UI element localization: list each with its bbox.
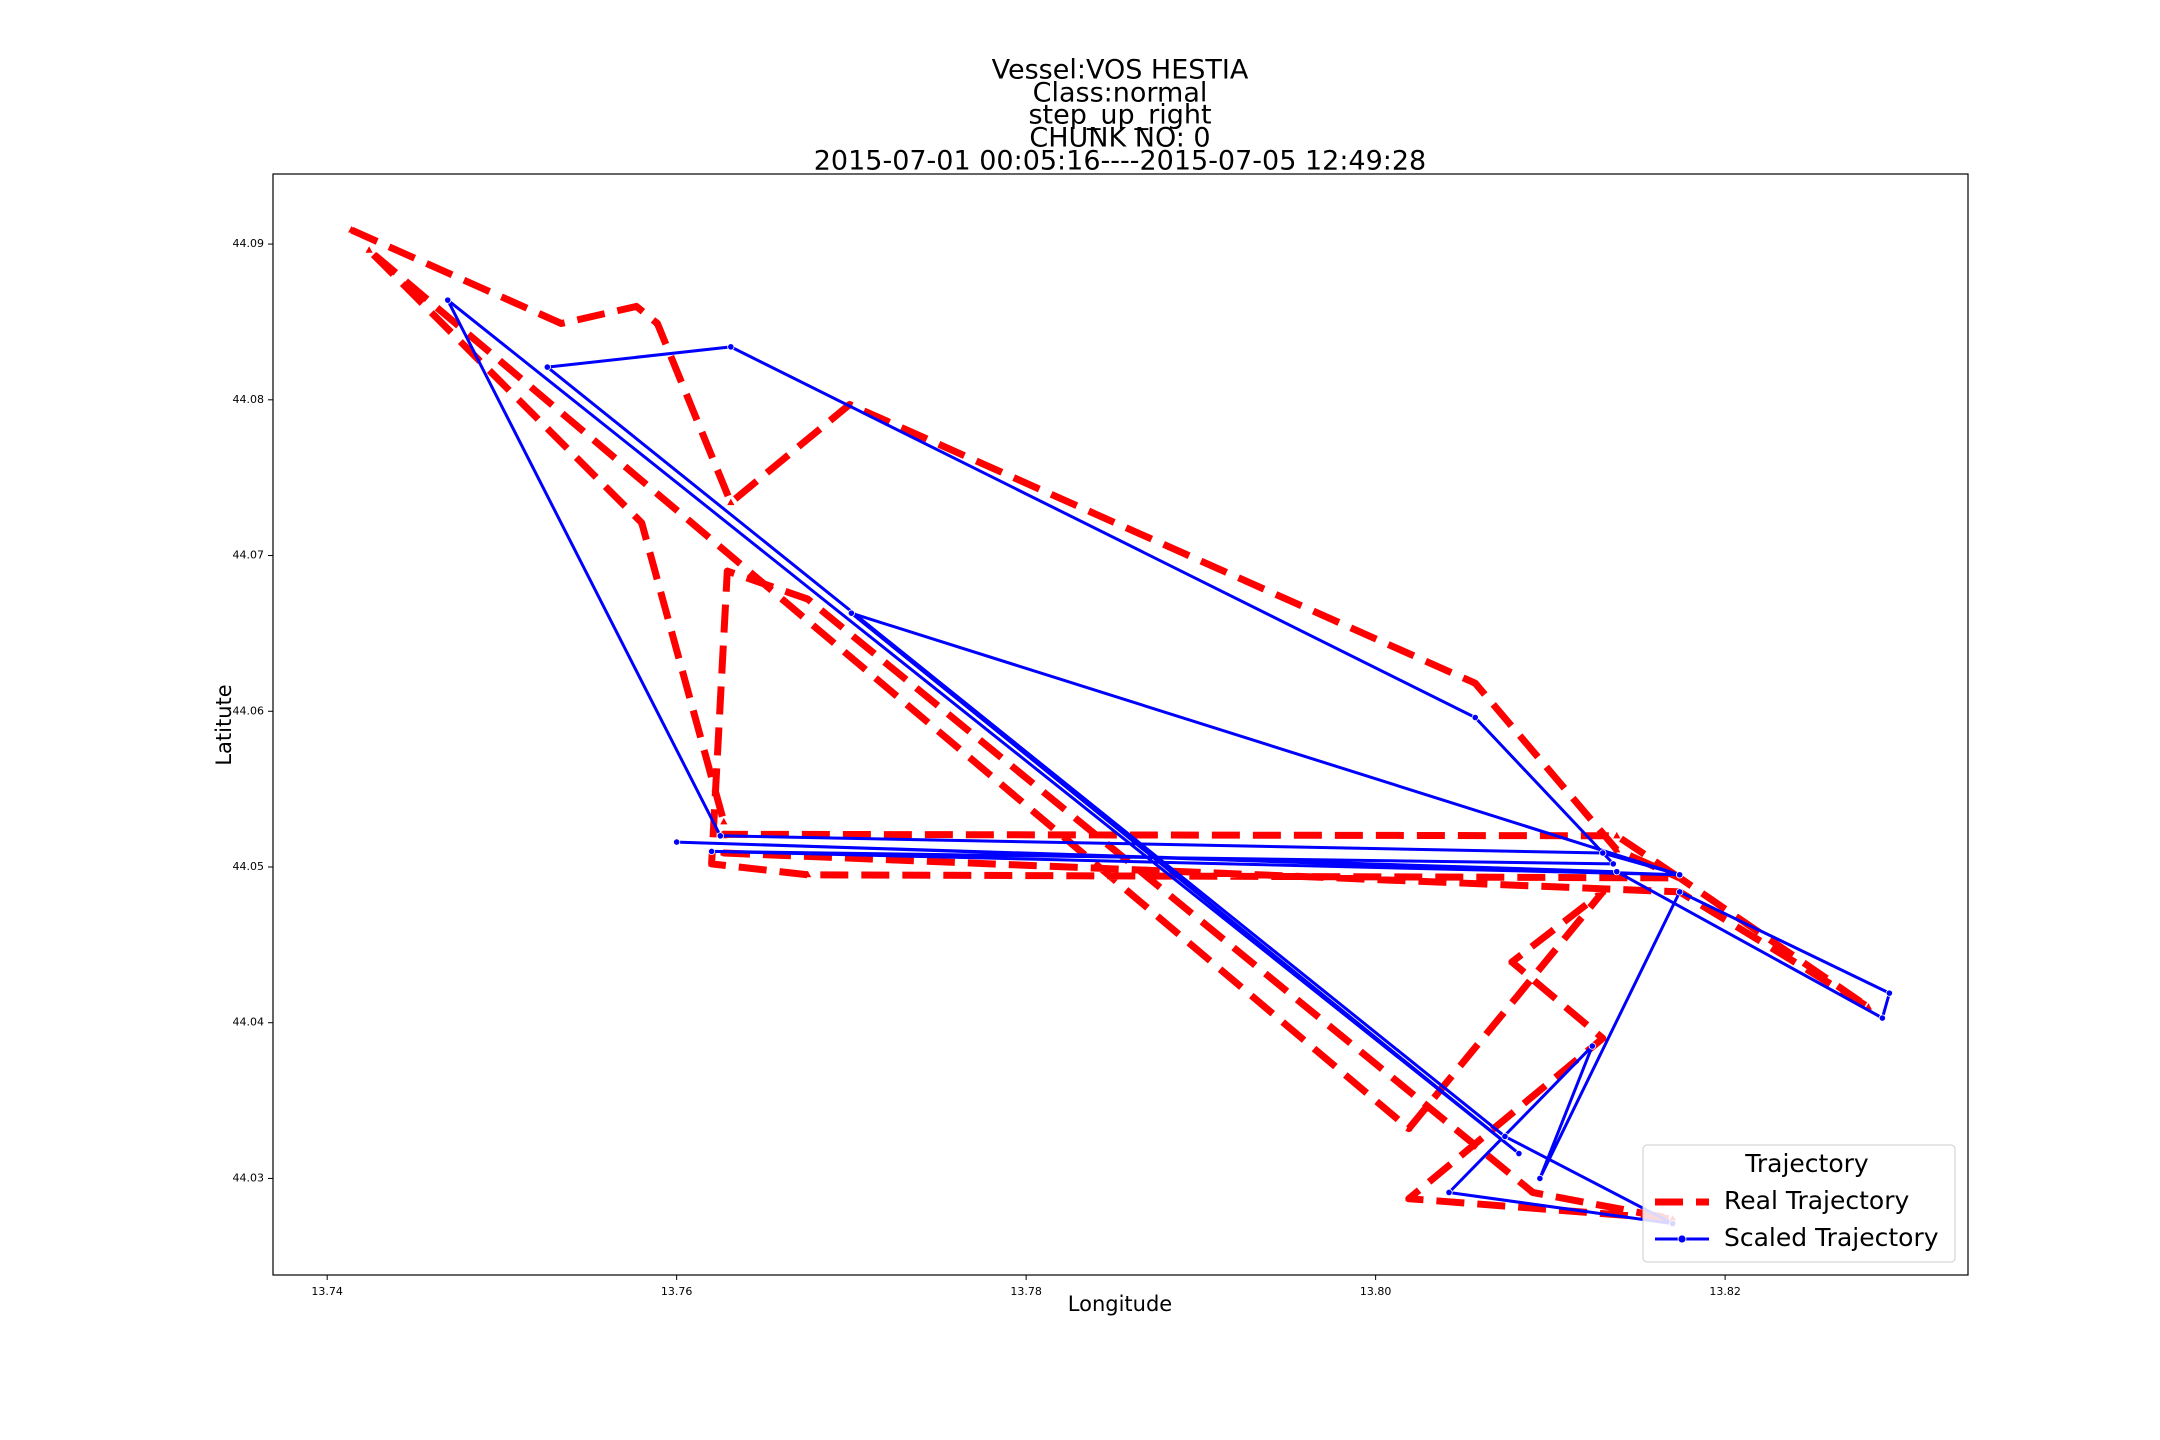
x-tick-label: 13.80 bbox=[1360, 1285, 1392, 1298]
y-tick-label: 44.08 bbox=[233, 393, 265, 406]
circle-marker bbox=[708, 847, 716, 856]
circle-marker bbox=[543, 363, 551, 371]
triangle-marker bbox=[804, 870, 812, 878]
circle-marker bbox=[1445, 1188, 1453, 1197]
triangle-marker bbox=[804, 595, 812, 602]
y-axis-label: Latitute bbox=[212, 684, 236, 765]
legend-title: Trajectory bbox=[1744, 1149, 1869, 1178]
triangle-marker bbox=[1471, 679, 1479, 686]
x-tick-label: 13.76 bbox=[661, 1285, 693, 1298]
legend-marker bbox=[1677, 1234, 1687, 1244]
circle-marker bbox=[727, 343, 735, 351]
circle-marker bbox=[1878, 1014, 1886, 1022]
triangle-marker bbox=[723, 567, 731, 574]
y-tick-label: 44.05 bbox=[233, 860, 265, 873]
triangle-marker bbox=[1613, 845, 1621, 853]
y-tick-label: 44.09 bbox=[233, 237, 265, 250]
triangle-marker bbox=[348, 226, 356, 233]
triangle-marker bbox=[1599, 887, 1607, 895]
circle-marker bbox=[444, 296, 452, 304]
x-tick-label: 13.78 bbox=[1010, 1285, 1042, 1298]
title-line: Vessel:VOS HESTIA bbox=[992, 55, 1249, 86]
circle-marker bbox=[1588, 1042, 1596, 1050]
triangle-marker bbox=[557, 319, 565, 326]
y-tick-label: 44.03 bbox=[233, 1171, 265, 1184]
y-tick-label: 44.06 bbox=[233, 704, 265, 717]
triangle-marker bbox=[720, 817, 728, 825]
title-line: step_up_right bbox=[1028, 100, 1211, 131]
circle-marker bbox=[1501, 1132, 1509, 1141]
title-line: Class:normal bbox=[1033, 78, 1208, 109]
x-tick-label: 13.74 bbox=[311, 1285, 343, 1298]
y-tick-label: 44.07 bbox=[233, 549, 265, 562]
triangle-marker bbox=[708, 859, 716, 867]
triangle-marker bbox=[638, 518, 646, 526]
triangle-marker bbox=[653, 319, 662, 326]
triangle-marker bbox=[1405, 1194, 1413, 1202]
circle-marker bbox=[1613, 868, 1621, 876]
title-line: 2015-07-01 00:05:16----2015-07-05 12:49:… bbox=[814, 146, 1426, 177]
triangle-marker bbox=[1405, 1124, 1413, 1132]
circle-marker bbox=[1471, 713, 1479, 722]
legend-label: Scaled Trajectory bbox=[1724, 1223, 1939, 1252]
triangle-marker bbox=[632, 302, 641, 309]
axes-frame bbox=[272, 173, 1969, 1276]
title-line: CHUNK NO: 0 bbox=[1029, 123, 1210, 154]
triangle-marker bbox=[1529, 1188, 1537, 1195]
triangle-marker bbox=[1508, 957, 1516, 965]
x-axis-label: Longitude bbox=[1068, 1292, 1172, 1316]
triangle-marker bbox=[727, 498, 735, 506]
circle-marker bbox=[716, 832, 724, 840]
triangle-marker bbox=[1613, 831, 1621, 839]
circle-marker bbox=[1536, 1174, 1544, 1183]
legend-label: Real Trajectory bbox=[1724, 1186, 1909, 1215]
triangle-marker bbox=[365, 246, 373, 253]
circle-marker bbox=[1609, 860, 1617, 868]
triangle-marker bbox=[1599, 1034, 1607, 1041]
x-tick-label: 13.82 bbox=[1709, 1285, 1741, 1298]
circle-marker bbox=[1515, 1149, 1523, 1158]
circle-marker bbox=[673, 838, 681, 846]
circle-marker bbox=[847, 609, 855, 617]
circle-marker bbox=[1885, 989, 1893, 997]
circle-marker bbox=[1676, 871, 1684, 879]
circle-marker bbox=[1676, 888, 1684, 896]
legend-box bbox=[1642, 1144, 1956, 1263]
circle-marker bbox=[1599, 849, 1607, 857]
y-tick-label: 44.04 bbox=[233, 1016, 265, 1029]
